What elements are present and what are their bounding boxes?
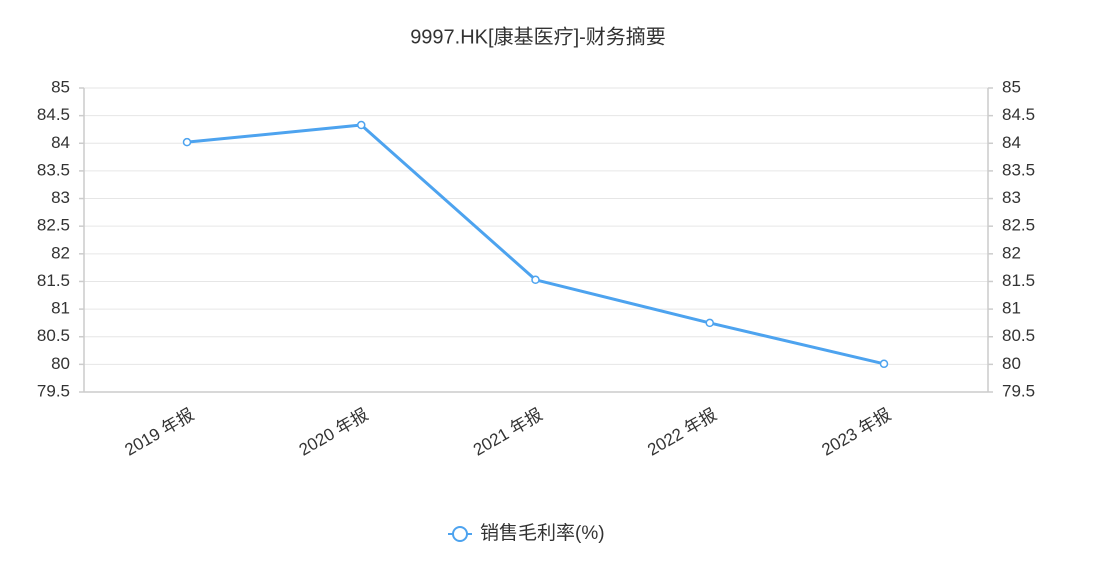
point [531,275,540,285]
y2-tick-label: 83 [1002,188,1021,207]
y-tick-label: 81 [51,299,70,318]
x-tick-label: 2021 年报 [470,405,546,460]
y-tick-label: 83 [51,188,70,207]
y-tick-label: 82.5 [37,216,70,235]
x-tick-label: 2022 年报 [644,405,720,460]
y2-tick-label: 81 [1002,299,1021,318]
y-tick-label: 80.5 [37,326,70,345]
x-tick-label: 2020 年报 [296,405,372,460]
y2-tick-label: 81.5 [1002,271,1035,290]
y-tick-label: 85 [51,77,70,96]
chart-title: 9997.HK[康基医疗]-财务摘要 [410,25,666,48]
line [186,123,885,366]
y2-tick-label: 84 [1002,133,1021,152]
x-tick-label: 2019 年报 [121,405,197,460]
y2-tick-label: 83.5 [1002,160,1035,179]
y2-tick-label: 80 [1002,354,1021,373]
point [705,318,714,328]
y-tick-label: 84.5 [37,105,70,124]
y2-tick-label: 85 [1002,77,1021,96]
y-tick-label: 79.5 [37,381,70,400]
y-tick-label: 83.5 [37,160,70,179]
y-tick-label: 80 [51,354,70,373]
y-tick-label: 84 [51,133,70,152]
y2-tick-label: 82 [1002,243,1021,262]
point [879,359,889,369]
y-tick-label: 81.5 [37,271,70,290]
y2-tick-label: 84.5 [1002,105,1035,124]
legend-marker [452,526,468,542]
y-tick-label: 82 [51,243,70,262]
y2-tick-label: 82.5 [1002,216,1035,235]
x-tick-label: 2023 年报 [818,405,894,460]
y2-tick-label: 80.5 [1002,326,1035,345]
point [357,120,366,130]
y2-tick-label: 79.5 [1002,381,1035,400]
legend-label: 销售毛利率(%) [480,522,605,544]
point [182,137,192,147]
